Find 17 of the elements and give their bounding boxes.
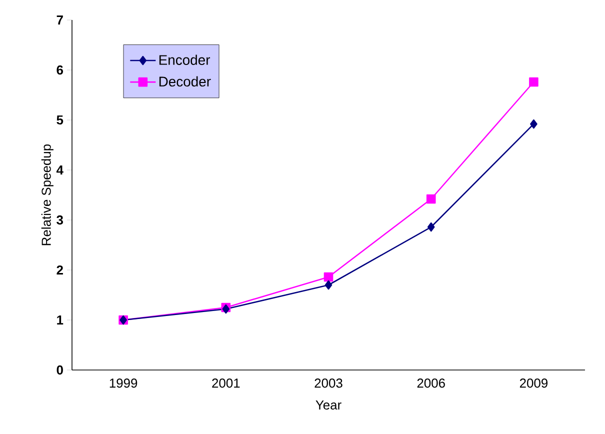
y-tick-label: 0 — [56, 365, 63, 375]
y-axis-title: Relative Speedup — [41, 144, 54, 246]
y-tick-label: 6 — [56, 65, 64, 75]
x-tick-label: 2003 — [314, 378, 342, 388]
y-tick-label: 3 — [56, 215, 64, 225]
y-tick-label: 7 — [56, 16, 63, 24]
legend-label: Encoder — [159, 54, 210, 65]
x-axis-title: Year — [316, 400, 342, 410]
y-tick-label: 4 — [56, 166, 64, 174]
y-tick-label: 5 — [56, 115, 64, 125]
y-tick-label: 2 — [56, 265, 63, 275]
x-tick-label: 2009 — [520, 378, 548, 388]
x-tick-label: 1999 — [110, 378, 138, 388]
y-tick-label: 1 — [57, 316, 64, 324]
legend-label: Decoder — [159, 76, 211, 87]
x-tick-label: 2006 — [417, 378, 445, 388]
x-tick-label: 2001 — [212, 378, 240, 388]
